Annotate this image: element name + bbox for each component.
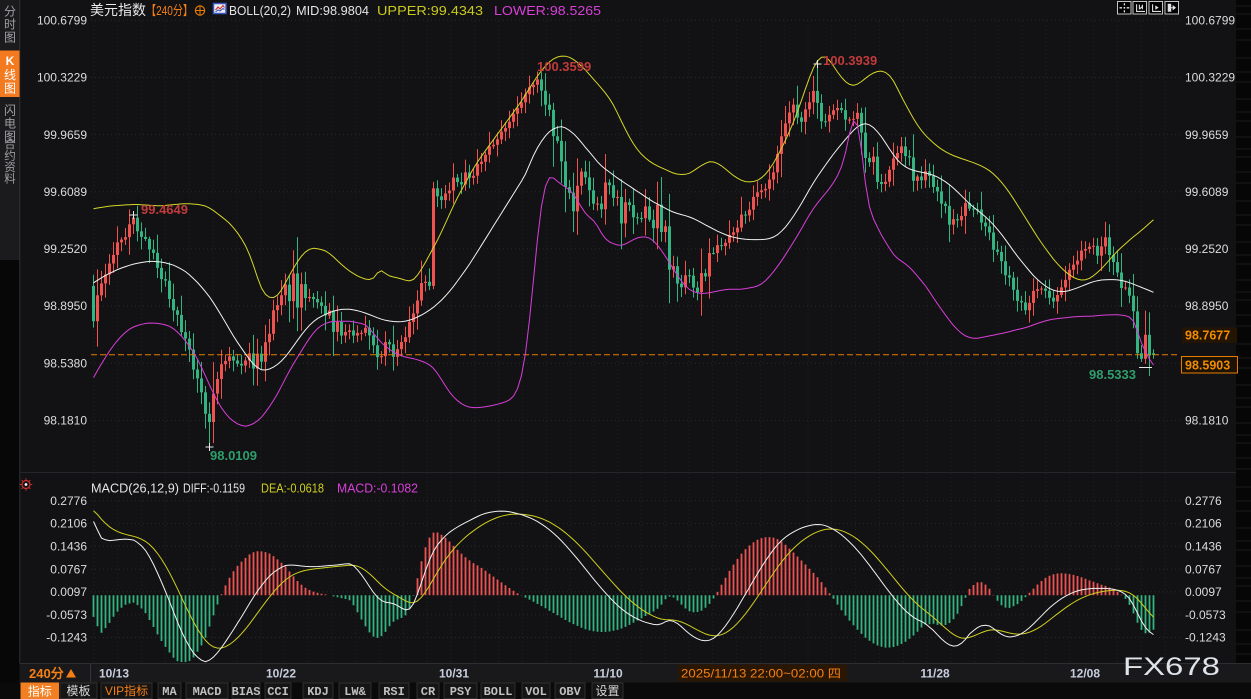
svg-text:料: 料 (4, 172, 16, 186)
svg-text:模板: 模板 (66, 684, 90, 698)
svg-text:VOL: VOL (525, 685, 547, 699)
svg-text:98.8950: 98.8950 (44, 299, 88, 313)
svg-text:99.2520: 99.2520 (1185, 242, 1229, 256)
svg-text:10/13: 10/13 (99, 667, 129, 681)
svg-text:99.4649: 99.4649 (141, 202, 188, 217)
svg-text:-0.0573: -0.0573 (46, 608, 87, 622)
svg-text:0.2106: 0.2106 (50, 517, 87, 531)
svg-text:LOWER:98.5265: LOWER:98.5265 (494, 3, 601, 18)
svg-text:BIAS: BIAS (232, 685, 261, 699)
svg-text:MACD(26,12,9): MACD(26,12,9) (91, 481, 179, 496)
svg-text:98.1810: 98.1810 (44, 414, 88, 428)
svg-text:0.0097: 0.0097 (1185, 585, 1222, 599)
svg-text:98.8950: 98.8950 (1185, 299, 1229, 313)
svg-text:VIP指标: VIP指标 (105, 683, 148, 698)
svg-text:0.2106: 0.2106 (1185, 517, 1222, 531)
svg-text:10/22: 10/22 (266, 667, 296, 681)
svg-text:设置: 设置 (595, 684, 619, 698)
svg-text:FX678: FX678 (1123, 653, 1220, 681)
svg-text:99.6089: 99.6089 (44, 185, 88, 199)
svg-text:0.0767: 0.0767 (1185, 562, 1222, 576)
svg-text:99.9659: 99.9659 (1185, 128, 1229, 142)
svg-text:MA: MA (162, 685, 177, 699)
svg-text:约: 约 (4, 149, 16, 163)
svg-text:-0.0573: -0.0573 (1185, 608, 1226, 622)
svg-text:98.0109: 98.0109 (210, 448, 257, 463)
svg-text:CCI: CCI (267, 685, 289, 699)
svg-text:【240分】: 【240分】 (146, 3, 193, 18)
svg-text:98.5333: 98.5333 (1089, 367, 1136, 382)
svg-text:98.5380: 98.5380 (44, 356, 88, 370)
svg-text:MACD: MACD (193, 685, 222, 699)
svg-text:CR: CR (421, 685, 436, 699)
svg-text:电: 电 (4, 117, 16, 131)
svg-text:图: 图 (4, 82, 16, 96)
svg-text:98.7677: 98.7677 (1185, 329, 1230, 343)
svg-text:图: 图 (4, 31, 16, 45)
svg-text:MID:98.9804: MID:98.9804 (296, 3, 369, 18)
svg-text:98.1810: 98.1810 (1185, 414, 1229, 428)
svg-text:0.1436: 0.1436 (50, 540, 87, 554)
svg-text:时: 时 (4, 18, 16, 32)
svg-text:0.2776: 0.2776 (1185, 494, 1222, 508)
svg-text:99.9659: 99.9659 (44, 128, 88, 142)
svg-text:12/08: 12/08 (1070, 667, 1100, 681)
svg-text:100.3599: 100.3599 (537, 59, 591, 74)
svg-text:100.6799: 100.6799 (1185, 14, 1235, 28)
svg-text:LW&: LW& (344, 685, 366, 699)
svg-text:0.1436: 0.1436 (1185, 540, 1222, 554)
svg-text:0.0097: 0.0097 (50, 585, 87, 599)
svg-text:指标: 指标 (28, 684, 52, 699)
svg-text:240分: 240分 (29, 666, 64, 681)
svg-text:98.5903: 98.5903 (1185, 359, 1230, 373)
svg-text:100.3939: 100.3939 (823, 53, 877, 68)
svg-text:100.3229: 100.3229 (37, 71, 87, 85)
svg-text:线: 线 (4, 68, 16, 82)
svg-text:11/28: 11/28 (920, 667, 950, 681)
svg-text:闪: 闪 (4, 104, 16, 118)
svg-text:分: 分 (4, 5, 16, 19)
svg-text:100.6799: 100.6799 (37, 14, 87, 28)
svg-text:PSY: PSY (450, 685, 472, 699)
svg-text:合: 合 (4, 137, 16, 151)
svg-text:99.6089: 99.6089 (1185, 185, 1229, 199)
svg-text:K: K (6, 54, 15, 68)
svg-text:UPPER:99.4343: UPPER:99.4343 (377, 3, 483, 18)
svg-text:BOLL(20,2): BOLL(20,2) (229, 3, 291, 18)
svg-text:OBV: OBV (559, 685, 581, 699)
svg-text:10/31: 10/31 (439, 667, 469, 681)
svg-text:资: 资 (4, 161, 16, 174)
svg-text:11/10: 11/10 (593, 667, 623, 681)
svg-text:0.2776: 0.2776 (50, 494, 87, 508)
svg-text:RSI: RSI (383, 685, 405, 699)
svg-text:BOLL: BOLL (484, 685, 513, 699)
svg-text:100.3229: 100.3229 (1185, 71, 1235, 85)
svg-text:-0.1243: -0.1243 (46, 631, 87, 645)
svg-text:美元指数: 美元指数 (90, 2, 146, 18)
svg-text:-0.1243: -0.1243 (1185, 631, 1226, 645)
svg-text:DIFF:-0.1159: DIFF:-0.1159 (183, 481, 245, 496)
svg-text:0.0767: 0.0767 (50, 562, 87, 576)
svg-text:MACD:-0.1082: MACD:-0.1082 (337, 481, 418, 496)
svg-text:2025/11/13 22:00~02:00 四: 2025/11/13 22:00~02:00 四 (681, 667, 841, 681)
svg-text:图: 图 (4, 130, 16, 144)
svg-text:KDJ: KDJ (307, 685, 329, 699)
svg-text:DEA:-0.0618: DEA:-0.0618 (261, 481, 324, 496)
svg-text:99.2520: 99.2520 (44, 242, 88, 256)
